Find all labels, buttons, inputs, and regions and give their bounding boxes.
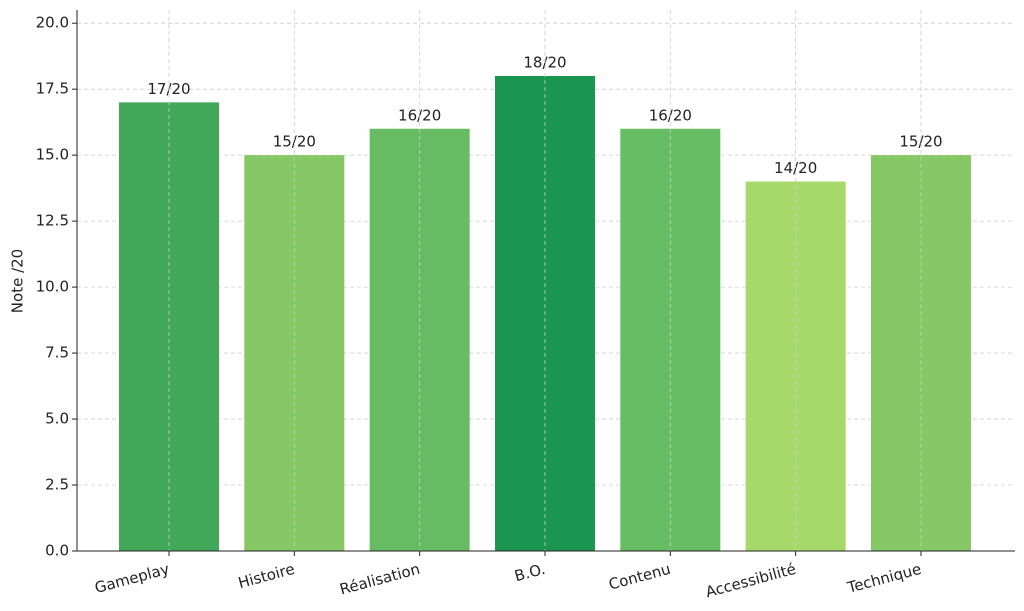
y-tick-label: 15.0 (36, 146, 69, 164)
y-tick-label: 17.5 (36, 80, 69, 98)
x-tick-label: B.O. (513, 560, 548, 585)
y-tick-label: 5.0 (45, 410, 69, 428)
y-tick-label: 0.0 (45, 542, 69, 560)
x-tick-label: Accessibilité (704, 560, 798, 601)
y-axis-label: Note /20 (9, 249, 27, 313)
x-tick-label: Contenu (607, 560, 673, 594)
y-tick-label: 2.5 (45, 476, 69, 494)
value-label: 14/20 (774, 159, 817, 177)
y-tick-label: 12.5 (36, 212, 69, 230)
x-tick-label: Réalisation (338, 560, 422, 599)
x-tick-label: Histoire (236, 560, 296, 592)
y-tick-label: 7.5 (45, 344, 69, 362)
y-tick-label: 10.0 (36, 278, 69, 296)
x-tick-label: Gameplay (93, 560, 172, 597)
y-tick-label: 20.0 (36, 14, 69, 32)
x-tick-label: Technique (845, 560, 924, 597)
value-label: 15/20 (899, 133, 942, 151)
value-label: 15/20 (273, 133, 316, 151)
